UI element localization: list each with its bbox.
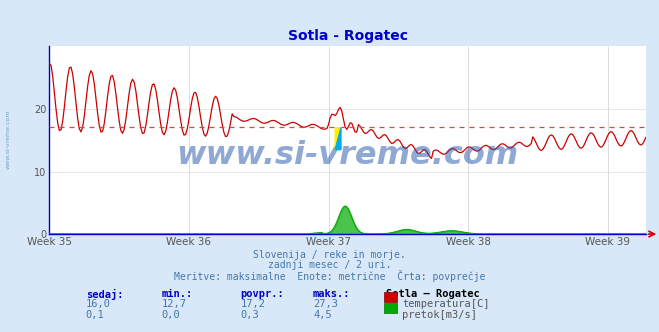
Text: Sotla – Rogatec: Sotla – Rogatec [386,289,479,299]
Text: maks.:: maks.: [313,289,351,299]
Text: temperatura[C]: temperatura[C] [402,299,490,309]
Text: 17,2: 17,2 [241,299,266,309]
Text: sedaj:: sedaj: [86,289,123,300]
Text: www.si-vreme.com: www.si-vreme.com [177,140,519,171]
Text: pretok[m3/s]: pretok[m3/s] [402,310,477,320]
Text: 16,0: 16,0 [86,299,111,309]
Text: 0,1: 0,1 [86,310,104,320]
Text: 27,3: 27,3 [313,299,338,309]
Text: 12,7: 12,7 [161,299,186,309]
Text: 0,0: 0,0 [161,310,180,320]
Text: 0,3: 0,3 [241,310,259,320]
Text: povpr.:: povpr.: [241,289,284,299]
Title: Sotla - Rogatec: Sotla - Rogatec [287,29,408,42]
Text: Slovenija / reke in morje.: Slovenija / reke in morje. [253,250,406,260]
Text: Meritve: maksimalne  Enote: metrične  Črta: povprečje: Meritve: maksimalne Enote: metrične Črta… [174,270,485,282]
Text: zadnji mesec / 2 uri.: zadnji mesec / 2 uri. [268,260,391,270]
Text: 4,5: 4,5 [313,310,331,320]
Text: www.si-vreme.com: www.si-vreme.com [6,110,11,169]
Polygon shape [335,128,341,150]
Text: min.:: min.: [161,289,192,299]
Polygon shape [335,128,341,150]
